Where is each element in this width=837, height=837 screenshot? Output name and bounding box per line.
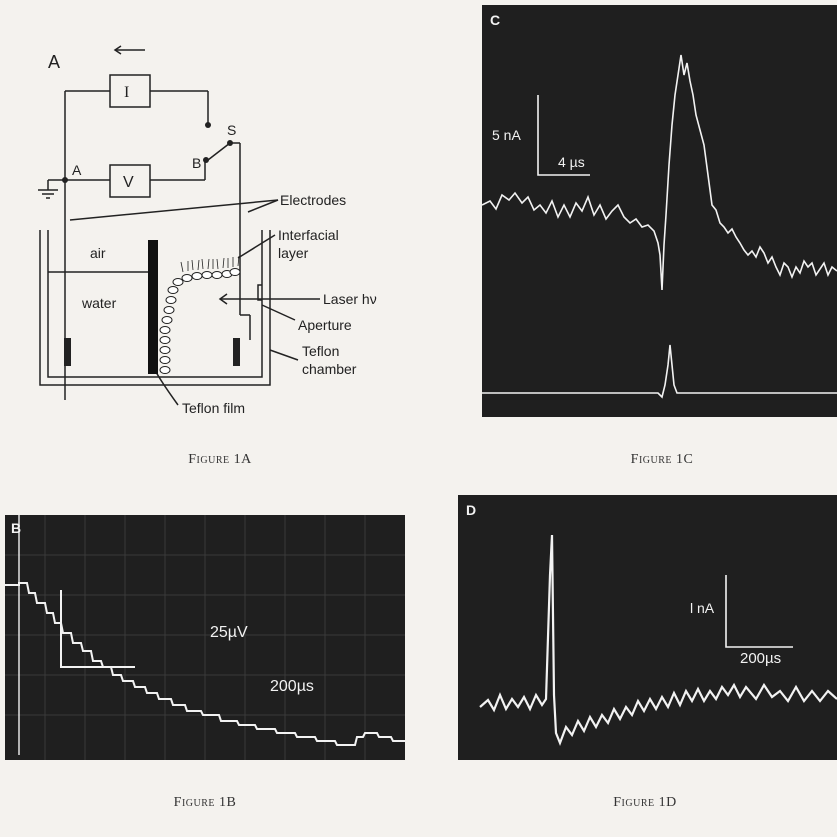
left-electrode bbox=[64, 338, 71, 366]
scale-time-label: 4 µs bbox=[558, 154, 585, 170]
panel-d-letter: D bbox=[466, 502, 476, 518]
circuit-diagram: A I V A B S Electrodes air water Interfa… bbox=[38, 45, 377, 416]
current-trace bbox=[479, 534, 837, 747]
panel-b-letter: B bbox=[11, 520, 21, 536]
teflon-film bbox=[148, 240, 158, 374]
electrodes-label: Electrodes bbox=[280, 192, 346, 208]
teflon-chamber-inner bbox=[47, 230, 263, 378]
node-a-label: A bbox=[72, 162, 82, 178]
aperture-label: Aperture bbox=[298, 317, 352, 333]
scale-bar bbox=[725, 575, 793, 648]
figure-1a-caption: Figure 1A bbox=[188, 452, 252, 467]
laser-label: Laser hν bbox=[323, 291, 377, 307]
figure-1c-caption: Figure 1C bbox=[630, 452, 694, 467]
teflon-chamber-outer bbox=[39, 230, 271, 386]
chamber-label: chamber bbox=[302, 361, 357, 377]
scale-voltage-label: 25µV bbox=[210, 624, 248, 641]
figure-1b-caption: Figure 1B bbox=[173, 795, 237, 810]
air-label: air bbox=[90, 245, 106, 261]
scale-time-label: 200µs bbox=[740, 650, 781, 667]
panel-c-letter: C bbox=[490, 12, 500, 28]
node-b-label: B bbox=[192, 155, 201, 171]
figure-1c-trace-plot: C 5 nA 4 µs bbox=[482, 12, 837, 399]
scale-time-label: 200µs bbox=[270, 678, 314, 695]
figure-1a-schematic: A I V A B S Electrodes air water Interfa… bbox=[20, 40, 420, 430]
figure-1b-oscilloscope: B 25µV 200µs bbox=[5, 515, 405, 760]
interfacial-layer bbox=[159, 268, 241, 374]
figure-1b-trace-plot: B 25µV 200µs bbox=[5, 515, 405, 760]
figure-1c-oscilloscope: C 5 nA 4 µs bbox=[482, 5, 837, 417]
figure-1d-oscilloscope: D l nA 200µs bbox=[458, 495, 837, 760]
meter-i-label: I bbox=[124, 84, 129, 101]
teflon-film-label: Teflon film bbox=[182, 400, 245, 416]
current-meter-box bbox=[109, 74, 151, 108]
figure-1d-caption: Figure 1D bbox=[613, 795, 677, 810]
laser-pulse-trace bbox=[482, 344, 837, 399]
scale-current-label: l nA bbox=[690, 600, 715, 616]
current-trace bbox=[482, 54, 837, 291]
voltage-staircase-trace bbox=[5, 582, 405, 746]
water-label: water bbox=[81, 295, 117, 311]
node-s-label: S bbox=[227, 122, 236, 138]
figure-1d-trace-plot: D l nA 200µs bbox=[466, 502, 837, 747]
scale-current-label: 5 nA bbox=[492, 127, 521, 143]
voltage-meter-box bbox=[109, 164, 151, 198]
layer-label: layer bbox=[278, 245, 309, 261]
scale-bar bbox=[60, 590, 135, 668]
panel-a-letter: A bbox=[48, 52, 60, 72]
graticule bbox=[5, 515, 405, 760]
scale-bar bbox=[537, 95, 590, 176]
meter-v-label: V bbox=[123, 174, 134, 191]
right-electrode bbox=[233, 338, 240, 366]
interfacial-label: Interfacial bbox=[278, 227, 339, 243]
teflon-label: Teflon bbox=[302, 343, 339, 359]
